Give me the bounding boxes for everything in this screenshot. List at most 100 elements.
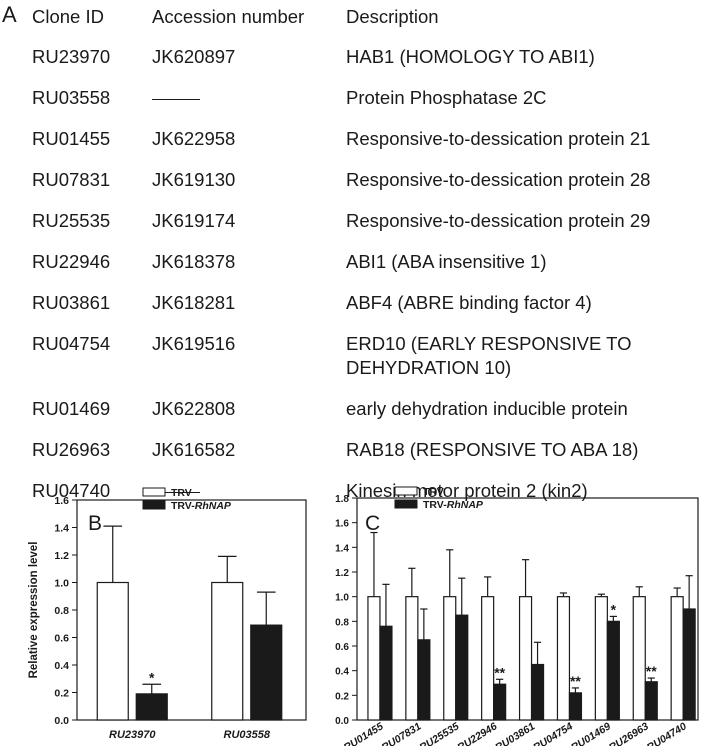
bar-trv <box>96 581 129 721</box>
accession-cell: JK619174 <box>152 210 236 231</box>
table-row: RU04754 JK619516 ERD10 (EARLY RESPONSIVE T… <box>22 321 691 386</box>
table-header-row: Clone ID Accession number Description <box>22 0 691 34</box>
table-row: RU03861 JK618281 ABF4 (ABRE binding factor… <box>22 280 691 321</box>
x-tick-label: RU03861 <box>493 720 537 746</box>
table-row: RU25535 JK619174 Responsive-to-dessication… <box>22 198 691 239</box>
x-tick-label: RU04740 <box>645 720 689 746</box>
y-tick-label: 1.6 <box>335 519 349 530</box>
significance-marker: * <box>149 669 155 685</box>
bar-trv <box>518 596 533 721</box>
y-tick-label: 1.4 <box>335 543 349 554</box>
legend-label: TRV <box>423 486 444 498</box>
accession-cell <box>152 468 346 509</box>
panel-letter: B <box>88 512 102 535</box>
legend-swatch <box>142 500 166 510</box>
panel-a-letter: A <box>2 2 17 27</box>
y-tick-label: 1.8 <box>335 494 349 505</box>
bar-trv <box>481 596 495 721</box>
accession-cell: JK618281 <box>152 292 236 313</box>
description-cell: ABI1 (ABA insensitive 1) <box>346 251 547 272</box>
legend-swatch <box>394 486 418 496</box>
missing-accession-dash <box>152 491 200 493</box>
legend-swatch <box>394 499 418 509</box>
table-row: RU01469 JK622808 early dehydration inducib… <box>22 386 691 427</box>
x-tick-label: RU23970 <box>109 729 156 741</box>
panel-letter: C <box>365 512 380 535</box>
y-tick-label: 1.2 <box>335 568 349 579</box>
accession-cell: JK619130 <box>152 169 236 190</box>
table-row: RU01455 JK622958 Responsive-to-dessication… <box>22 116 691 157</box>
legend-swatch <box>142 487 166 497</box>
y-tick-label: 1.2 <box>54 550 69 562</box>
table-row: RU26963 JK616582 RAB18 (RESPONSIVE TO ABA … <box>22 427 691 468</box>
accession-cell: JK622958 <box>152 128 236 149</box>
clone-id-cell: RU23970 <box>32 46 111 67</box>
y-tick-label: 0.6 <box>54 633 69 645</box>
significance-marker: * <box>611 601 617 617</box>
legend-label: TRV-RhNAP <box>423 499 484 511</box>
x-tick-label: RU03558 <box>224 729 271 741</box>
y-tick-label: 1.4 <box>54 523 69 535</box>
accession-cell: JK620897 <box>152 46 236 67</box>
y-tick-label: 0.0 <box>335 716 349 727</box>
y-tick-label: 0.0 <box>54 715 69 727</box>
accession-cell: JK618378 <box>152 251 236 272</box>
significance-marker: ** <box>570 673 581 689</box>
bar-trv <box>670 596 684 721</box>
description-cell: RAB18 (RESPONSIVE TO ABA 18) <box>346 439 639 460</box>
clone-id-cell: RU04754 <box>32 333 111 354</box>
description-cell: Protein Phosphatase 2C <box>346 87 547 108</box>
significance-marker: ** <box>494 664 505 680</box>
accession-cell: JK616582 <box>152 439 236 460</box>
description-cell: HAB1 (HOMOLOGY TO ABI1) <box>346 46 595 67</box>
y-tick-label: 1.0 <box>335 593 349 604</box>
table-row: RU22946 JK618378 ABI1 (ABA insensitive 1) <box>22 239 691 280</box>
y-tick-label: 0.8 <box>335 617 349 628</box>
y-tick-label: 1.0 <box>54 578 69 590</box>
accession-cell: JK622808 <box>152 398 236 419</box>
bar-trv-rhnap <box>493 683 507 721</box>
clone-id-cell: RU22946 <box>32 251 111 272</box>
legend-label: TRV <box>171 487 192 499</box>
bar-trv <box>594 596 608 721</box>
description-cell: Responsive-to-dessication protein 21 <box>346 128 651 149</box>
clone-id-cell: RU26963 <box>32 439 111 460</box>
y-axis-label: Relative expression level <box>28 542 40 679</box>
header-clone-id: Clone ID <box>32 6 104 27</box>
description-cell: Responsive-to-dessication protein 28 <box>346 169 651 190</box>
table-row: RU04740 Kinesin motor protein 2 (kin2) <box>22 468 691 509</box>
y-tick-label: 0.6 <box>335 642 349 653</box>
description-cell: ERD10 (EARLY RESPONSIVE TO DEHYDRATION 1… <box>346 333 632 378</box>
bar-trv <box>443 596 457 721</box>
clone-id-cell: RU03558 <box>32 87 111 108</box>
bar-trv <box>405 596 419 721</box>
x-tick-label: RU04754 <box>531 720 575 746</box>
x-tick-label: RU01469 <box>569 720 613 746</box>
expression-charts: 0.0 0.2 0.4 0.6 0.8 1.0 1.2 1.4 1.6 Relative expr… <box>28 486 699 746</box>
gene-table: Clone ID Accession number Description RU… <box>22 0 691 509</box>
accession-cell: JK619516 <box>152 333 236 354</box>
clone-id-cell: RU07831 <box>32 169 111 190</box>
x-tick-label: RU25535 <box>417 720 461 746</box>
description-cell: ABF4 (ABRE binding factor 4) <box>346 292 592 313</box>
table-row: RU07831 JK619130 Responsive-to-dessication… <box>22 157 691 198</box>
description-cell: Kinesin motor protein 2 (kin2) <box>346 480 588 501</box>
table-body: RU23970 JK620897 HAB1 (HOMOLOGY TO ABI1) RU… <box>22 34 691 509</box>
bar-trv-rhnap <box>644 681 658 721</box>
bar-trv <box>556 596 571 721</box>
y-tick-label: 0.8 <box>54 605 69 617</box>
y-tick-label: 1.6 <box>54 495 69 507</box>
y-tick-label: 0.2 <box>54 688 69 700</box>
x-tick-label: RU26963 <box>607 720 651 746</box>
bar-trv <box>367 596 381 721</box>
bar-trv <box>211 581 244 721</box>
accession-cell <box>152 75 346 116</box>
clone-id-cell: RU25535 <box>32 210 111 231</box>
header-description: Description <box>346 6 439 27</box>
y-tick-label: 0.2 <box>335 691 349 702</box>
chart-panel-c: 0.00.20.40.60.81.01.21.41.61.8CRU01455RU… <box>335 486 699 746</box>
description-cell: Responsive-to-dessication protein 29 <box>346 210 651 231</box>
missing-accession-dash <box>152 98 200 100</box>
